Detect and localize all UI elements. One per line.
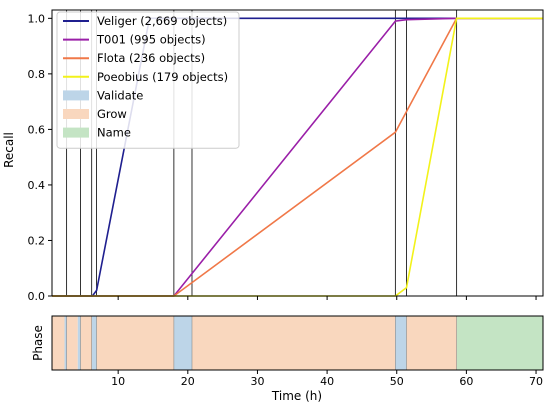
x-tick-label: 30 bbox=[250, 375, 264, 388]
legend: Veliger (2,669 objects) T001 (995 objects… bbox=[56, 11, 240, 149]
phase-segment-validate bbox=[395, 316, 407, 370]
phase-y-axis-label: Phase bbox=[31, 325, 45, 361]
y-tick-label: 0.8 bbox=[28, 68, 46, 81]
y-tick-label: 0.2 bbox=[28, 234, 46, 247]
legend-patch-swatch bbox=[63, 109, 89, 119]
phase-segment-grow bbox=[406, 316, 457, 370]
phase-segment-validate bbox=[77, 316, 81, 370]
x-tick-label: 60 bbox=[459, 375, 473, 388]
phase-segment-grow bbox=[96, 316, 174, 370]
x-tick-label: 70 bbox=[529, 375, 543, 388]
y-tick-label: 0.0 bbox=[28, 290, 46, 303]
phase-segment-grow bbox=[52, 316, 65, 370]
recall-frame bbox=[51, 9, 544, 297]
legend-label: Grow bbox=[97, 107, 127, 121]
phase-frame bbox=[51, 315, 544, 371]
phase-segment-grow bbox=[66, 316, 78, 370]
phase-strip: 10 20 30 40 50 60 70 bbox=[51, 315, 544, 388]
phase-segment-validate bbox=[64, 316, 67, 370]
x-axis-label: Time (h) bbox=[271, 389, 322, 403]
y-tick-label: 0.6 bbox=[28, 123, 46, 136]
phase-segment-grow bbox=[191, 316, 396, 370]
y-tick-label: 0.4 bbox=[28, 179, 46, 192]
recall-y-axis-label: Recall bbox=[2, 132, 16, 168]
phase-segment-name bbox=[456, 316, 543, 370]
legend-box bbox=[56, 11, 240, 149]
phase-segment-validate bbox=[91, 316, 97, 370]
legend-patch-swatch bbox=[63, 127, 89, 138]
legend-label: T001 (995 objects) bbox=[96, 33, 206, 47]
legend-patch-swatch bbox=[63, 90, 89, 101]
legend-label: Veliger (2,669 objects) bbox=[97, 14, 227, 28]
legend-label: Poeobius (179 objects) bbox=[97, 70, 228, 84]
y-tick-label: 1.0 bbox=[28, 12, 46, 25]
legend-label: Flota (236 objects) bbox=[97, 51, 205, 65]
x-tick-label: 10 bbox=[111, 375, 125, 388]
phase-segment-grow bbox=[80, 316, 92, 370]
phase-segment-validate bbox=[173, 316, 192, 370]
legend-label: Name bbox=[97, 126, 131, 140]
x-tick-label: 20 bbox=[181, 375, 195, 388]
x-tick-label: 40 bbox=[320, 375, 334, 388]
legend-label: Validate bbox=[97, 88, 143, 102]
x-tick-label: 50 bbox=[390, 375, 404, 388]
